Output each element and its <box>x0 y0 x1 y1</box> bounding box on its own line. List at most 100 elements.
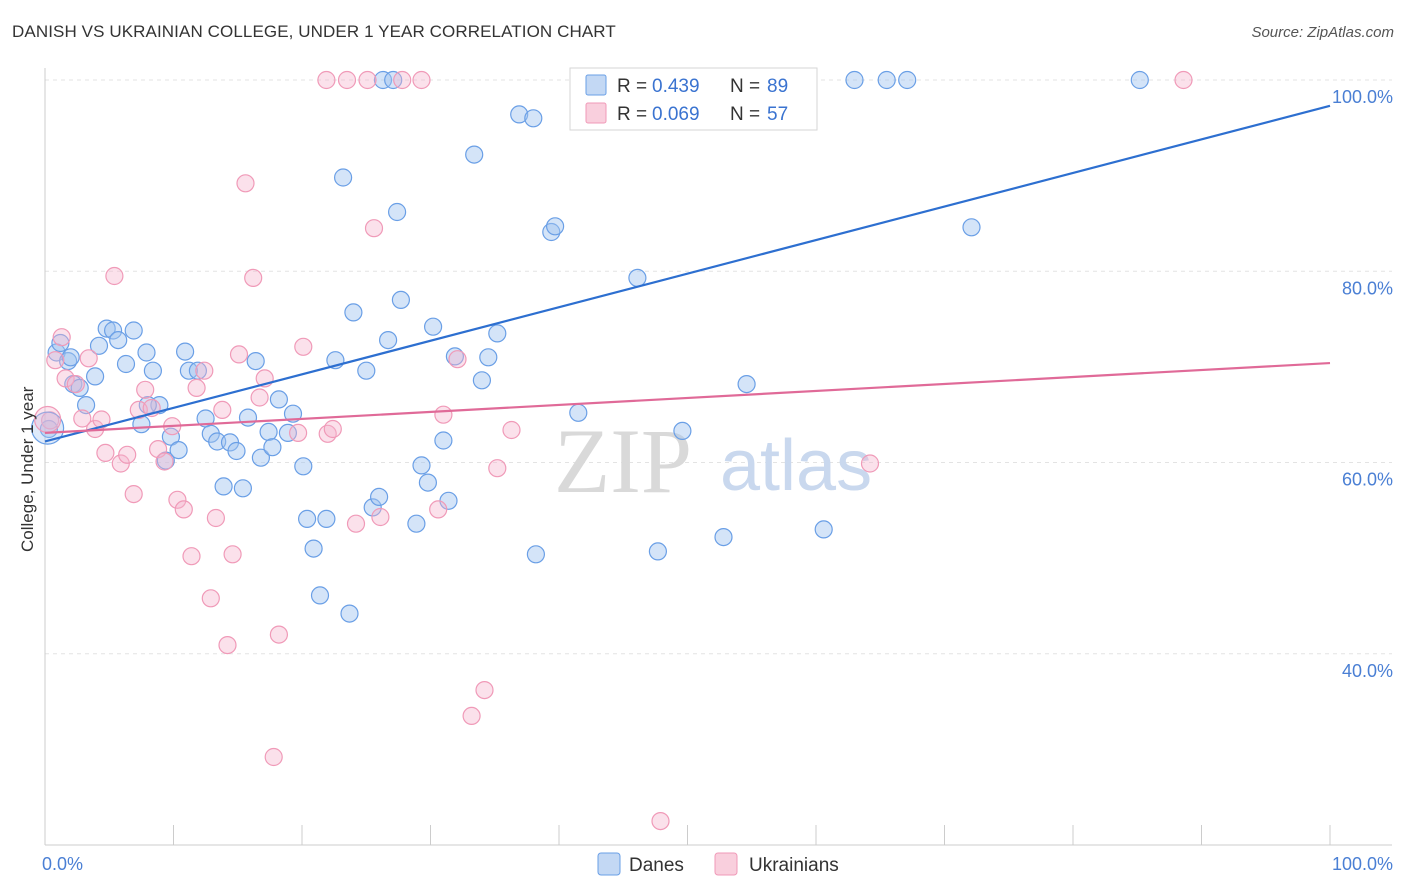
danes-point <box>263 438 282 457</box>
danes-point <box>246 352 265 371</box>
danes-point <box>737 375 756 394</box>
danes-point <box>304 539 323 558</box>
bottom-legend: Danes Ukrainians <box>597 852 839 876</box>
danes-point <box>334 168 353 187</box>
legend-r-label-danes: R = <box>617 76 647 97</box>
grid-lines <box>45 79 1392 655</box>
danes-point <box>214 477 233 496</box>
ukrainians-point <box>223 545 242 564</box>
danes-point <box>269 390 288 409</box>
danes-point <box>259 422 278 441</box>
y-tick-label-2: 80.0% <box>1342 278 1393 298</box>
bottom-legend-label-ukrainians: Ukrainians <box>749 855 839 876</box>
ukrainians-point <box>201 589 220 608</box>
danes-point <box>89 336 109 355</box>
ukrainians-point <box>475 680 494 700</box>
danes-point <box>445 347 464 366</box>
danes-point <box>294 457 313 476</box>
danes-point <box>845 70 864 90</box>
ukrainians-trend-line <box>44 361 1331 434</box>
ukrainians-point <box>124 485 143 504</box>
danes-point <box>388 202 407 222</box>
danes-point <box>363 498 382 517</box>
ukrainians-point <box>182 547 201 566</box>
ukrainians-point <box>358 70 377 90</box>
ukrainians-point <box>412 70 431 90</box>
danes-trend-line <box>44 104 1331 443</box>
ukrainians-point <box>236 174 255 193</box>
ukrainians-point <box>434 405 453 424</box>
ukrainians-point <box>213 400 232 419</box>
ukrainians-point <box>79 349 98 368</box>
danes-point <box>545 217 565 236</box>
ukrainians-point <box>488 459 507 478</box>
danes-point <box>169 441 188 460</box>
ukrainians-point <box>218 635 237 655</box>
ukrainians-point <box>52 328 71 347</box>
danes-point <box>370 487 389 506</box>
danes-point <box>227 441 246 461</box>
bottom-legend-label-danes: Danes <box>629 855 684 876</box>
ukrainians-point <box>250 388 269 407</box>
ukrainians-point <box>187 378 206 397</box>
x-tick-labels: 0.0% 100.0% <box>42 854 1393 874</box>
ukrainians-point <box>73 409 92 428</box>
danes-point <box>116 354 136 374</box>
ukrainians-point <box>393 70 412 90</box>
legend-swatch-danes <box>585 74 607 96</box>
ukrainians-point <box>92 410 111 429</box>
ukrainians-point <box>323 419 342 439</box>
danes-point <box>814 520 833 539</box>
ukrainians-point <box>118 445 137 464</box>
y-tick-labels: 40.0% 60.0% 80.0% 100.0% <box>1332 87 1393 681</box>
legend-r-value-ukrainians: 0.069 <box>652 104 700 125</box>
y-axis-label: College, Under 1 year <box>18 386 37 552</box>
danes-point <box>714 527 733 547</box>
ukrainians-point <box>429 500 448 519</box>
danes-point <box>962 218 981 237</box>
danes-point <box>407 514 426 533</box>
danes-point <box>524 109 543 128</box>
y-tick-label-0: 40.0% <box>1342 661 1393 681</box>
ukrainians-point <box>96 443 115 462</box>
ukrainians-point <box>264 747 283 767</box>
ukrainians-point <box>364 219 384 238</box>
ukrainians-point <box>269 625 288 644</box>
danes-point <box>877 70 896 90</box>
danes-point <box>208 432 227 451</box>
ukrainians-point <box>244 268 263 287</box>
danes-point <box>298 509 317 529</box>
ukrainians-point <box>502 420 521 440</box>
danes-point <box>109 331 128 350</box>
danes-point <box>176 342 195 361</box>
danes-point-cluster <box>30 411 65 445</box>
danes-point <box>465 145 484 164</box>
danes-point <box>85 367 105 386</box>
danes-point <box>233 479 252 498</box>
danes-point <box>424 317 443 336</box>
ukrainians-point <box>174 500 193 519</box>
danes-point <box>283 404 303 423</box>
bottom-legend-swatch-ukrainians <box>714 852 738 876</box>
danes-point <box>137 343 156 362</box>
ukrainians-point <box>105 266 124 286</box>
danes-point <box>898 70 917 90</box>
danes-point <box>344 303 363 322</box>
danes-point <box>143 361 162 380</box>
ukrainians-point <box>860 454 880 473</box>
legend-n-value-danes: 89 <box>767 76 788 97</box>
trend-lines <box>44 104 1331 443</box>
legend-r-value-danes: 0.439 <box>652 76 700 97</box>
watermark-zip: ZIP <box>554 410 692 512</box>
ukrainians-point <box>136 380 155 399</box>
ukrainians-point-cluster <box>33 405 62 434</box>
watermark: ZIP atlas <box>554 410 872 512</box>
axes <box>44 68 1392 846</box>
danes-point <box>391 290 410 309</box>
ukrainians-point <box>346 514 366 533</box>
ukrainians-point <box>46 351 65 370</box>
danes-point <box>251 448 270 467</box>
danes-point <box>479 348 498 367</box>
danes-point <box>526 545 546 564</box>
ukrainians-point <box>155 452 174 471</box>
